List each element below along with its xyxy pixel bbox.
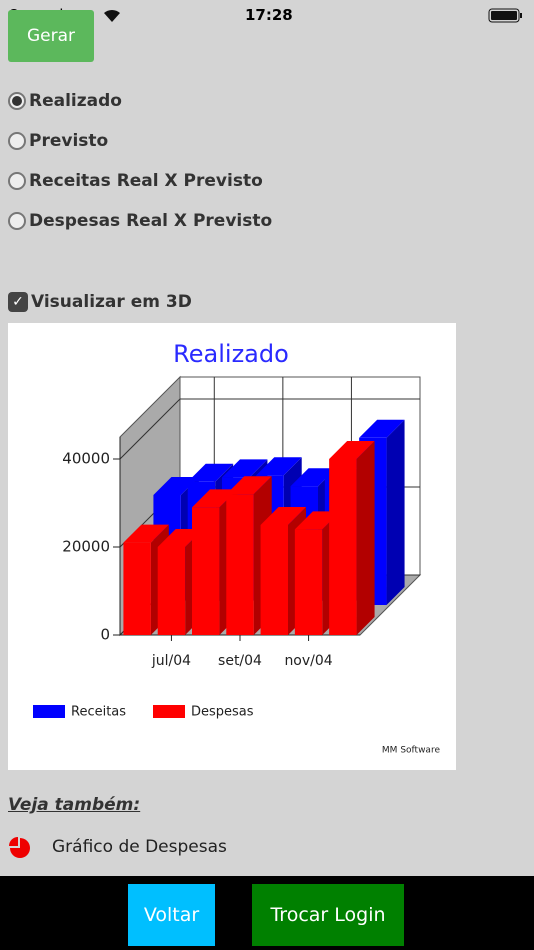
radio-option[interactable]: Previsto xyxy=(8,128,108,154)
back-button[interactable]: Voltar xyxy=(128,884,215,946)
bar xyxy=(329,441,375,635)
radio-option[interactable]: Receitas Real X Previsto xyxy=(8,168,263,194)
radio-button[interactable] xyxy=(8,172,26,190)
bar-top xyxy=(153,477,199,495)
bar-front xyxy=(226,494,254,635)
radio-option[interactable]: Realizado xyxy=(8,88,122,114)
bar-top xyxy=(222,459,268,478)
see-also-link[interactable]: Gráfico de Despesas xyxy=(52,837,227,857)
radio-label: Receitas Real X Previsto xyxy=(29,171,263,191)
bar-top xyxy=(226,476,272,495)
radio-label: Previsto xyxy=(29,131,109,151)
radio-button[interactable] xyxy=(8,132,26,150)
view-3d-option[interactable]: ✓ Visualizar em 3D xyxy=(8,289,192,315)
chart: Realizado MM Software 0 20000 40000 jul/04 s… xyxy=(8,323,456,770)
bar-top xyxy=(192,489,238,508)
bar-front xyxy=(157,547,186,635)
pie-icon xyxy=(9,837,30,858)
legend-label: Receitas xyxy=(71,705,126,720)
checkbox[interactable]: ✓ xyxy=(8,292,28,312)
radio-button[interactable] xyxy=(8,212,26,230)
change-login-button[interactable]: Trocar Login xyxy=(252,884,404,946)
x-tick-label: jul/04 xyxy=(151,653,191,669)
radio-option[interactable]: Despesas Real X Previsto xyxy=(8,208,272,234)
grid-line xyxy=(119,398,181,460)
radio-dot xyxy=(12,96,22,106)
y-tick-label: 20000 xyxy=(62,538,110,556)
legend-label: Despesas xyxy=(191,705,254,720)
radio-label: Despesas Real X Previsto xyxy=(29,211,273,231)
radio-button[interactable] xyxy=(8,92,26,110)
bar-top xyxy=(157,529,204,547)
bar-top xyxy=(294,511,341,530)
legend-swatch xyxy=(153,705,185,718)
generate-button[interactable]: Gerar xyxy=(8,10,94,62)
bar-front xyxy=(123,542,151,635)
x-tick-label: nov/04 xyxy=(284,653,332,669)
bar-top xyxy=(359,419,405,438)
legend-swatch xyxy=(33,705,65,718)
checkbox-label: Visualizar em 3D xyxy=(31,292,192,312)
bar-front xyxy=(294,529,323,635)
credit: MM Software xyxy=(382,746,441,756)
clock: 17:28 xyxy=(245,6,293,24)
wifi-icon xyxy=(104,9,120,22)
radio-label: Realizado xyxy=(29,91,122,111)
bar-front xyxy=(192,507,220,635)
bar-top xyxy=(187,463,234,482)
see-also-title: Veja também: xyxy=(8,795,141,815)
bar-top xyxy=(329,441,375,459)
bar-side xyxy=(356,441,375,635)
bar-front xyxy=(260,525,288,635)
bar-side xyxy=(386,419,405,605)
bar-front xyxy=(329,459,357,635)
y-tick-label: 0 xyxy=(100,626,110,644)
x-tick-label: set/04 xyxy=(218,653,262,669)
chart-title: Realizado xyxy=(173,340,289,368)
y-tick-label: 40000 xyxy=(62,450,110,468)
bar-top xyxy=(260,507,306,525)
bar-top xyxy=(290,468,336,487)
battery-icon xyxy=(488,8,522,23)
bar-top xyxy=(123,524,169,543)
bar-top xyxy=(256,457,302,476)
